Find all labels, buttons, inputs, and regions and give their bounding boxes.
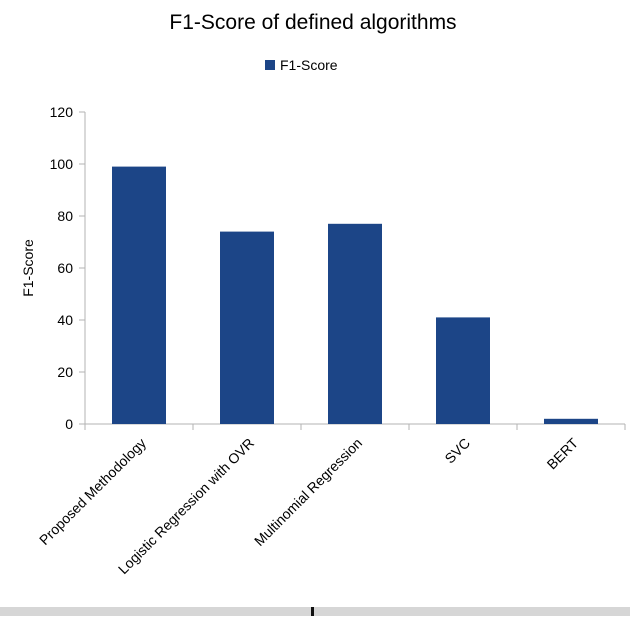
window-bottom-scrollbar[interactable]	[0, 607, 630, 616]
y-tick-label: 40	[57, 312, 73, 328]
chart-title: F1-Score of defined algorithms	[169, 11, 456, 34]
legend-swatch	[265, 60, 275, 70]
legend-label: F1-Score	[280, 57, 338, 73]
y-tick-label: 0	[65, 416, 73, 432]
y-tick-label: 60	[57, 260, 73, 276]
x-axis	[84, 423, 626, 430]
y-tick-label: 120	[50, 104, 74, 120]
bar-bert	[544, 418, 598, 424]
y-tick-label: 100	[50, 156, 74, 172]
bar-proposed-methodology	[112, 166, 166, 424]
bar-logistic-regression-with-ovr	[220, 231, 274, 424]
bar-multinomial-regression	[328, 223, 382, 424]
window-bottom-marker	[311, 607, 314, 616]
y-axis-label: F1-Score	[20, 239, 36, 297]
x-tick-label: Proposed Methodology	[36, 435, 149, 548]
y-tick-label: 20	[57, 364, 73, 380]
x-tick-label: Multinomial Regression	[251, 435, 365, 549]
x-tick-label: SVC	[441, 435, 473, 467]
y-axis: 0 20 40 60 80 100 120	[50, 104, 86, 432]
x-tick-label: BERT	[544, 434, 582, 472]
bar-svc	[436, 317, 490, 424]
legend: F1-Score	[265, 57, 338, 73]
bars	[112, 166, 598, 424]
y-tick-label: 80	[57, 208, 73, 224]
